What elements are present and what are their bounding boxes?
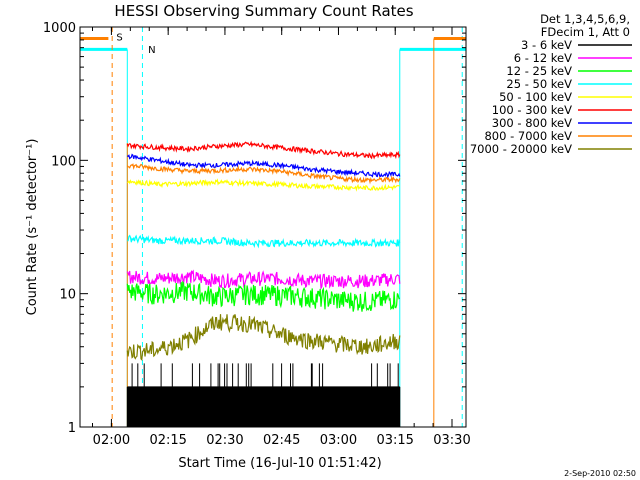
x-tick-label: 02:30 [206,433,243,448]
footer-date: 2-Sep-2010 02:50 [564,469,636,478]
x-tick-label: 02:15 [149,433,186,448]
legend-label: 50 - 100 keV [499,90,572,104]
series-line [126,163,401,185]
night-label: N [148,45,155,56]
x-tick-label: 03:30 [433,433,470,448]
legend-header: FDecim 1, Att 0 [541,25,630,39]
axis-ticks: 1 10 100 1000 02:00 02:15 02:30 02:45 03:00 03:15… [43,21,471,448]
series-line [126,363,401,427]
series-7 [126,163,401,185]
legend-label: 800 - 7000 keV [484,129,572,143]
legend-label: 3 - 6 keV [521,38,572,52]
series-1 [126,269,401,291]
y-tick-label: 100 [51,154,76,169]
series-4 [127,178,400,192]
legend-header: Det 1,3,4,5,6,9, [540,12,630,26]
plot-frame [79,26,467,428]
chart-title: HESSI Observing Summary Count Rates [114,2,413,20]
series-2 [126,280,401,312]
series-0 [126,363,401,427]
series-line [127,234,401,249]
series-line [126,269,401,291]
x-tick-label: 03:15 [376,433,413,448]
x-tick-label: 02:45 [263,433,300,448]
x-tick-label: 02:00 [93,433,130,448]
y-tick-label: 10 [59,288,76,303]
legend-label: 300 - 800 keV [492,116,572,130]
series-8 [126,314,401,362]
x-tick-label: 03:00 [320,433,357,448]
y-tick-label: 1 [68,421,76,436]
legend-label: 25 - 50 keV [506,77,572,91]
legend-label: 7000 - 20000 keV [470,142,572,156]
series-line [126,314,401,362]
series-line [127,178,400,192]
legend-label: 100 - 300 keV [492,103,572,117]
series-line [126,153,401,179]
y-tick-label: 1000 [43,21,76,36]
saa-label: S [116,33,122,44]
legend-label: 6 - 12 keV [514,51,572,65]
series-5 [126,140,401,160]
series-line [126,140,401,160]
legend: Det 1,3,4,5,6,9,FDecim 1, Att 03 - 6 keV… [470,12,632,156]
legend-label: 12 - 25 keV [506,64,572,78]
x-axis-label: Start Time (16-Jul-10 01:51:42) [178,456,381,471]
y-axis-label: Count Rate (s⁻¹ detector⁻¹) [25,139,40,316]
series-6 [126,153,401,179]
plot-area: NS [80,27,466,427]
series-3 [127,234,401,249]
series-line [126,280,401,312]
